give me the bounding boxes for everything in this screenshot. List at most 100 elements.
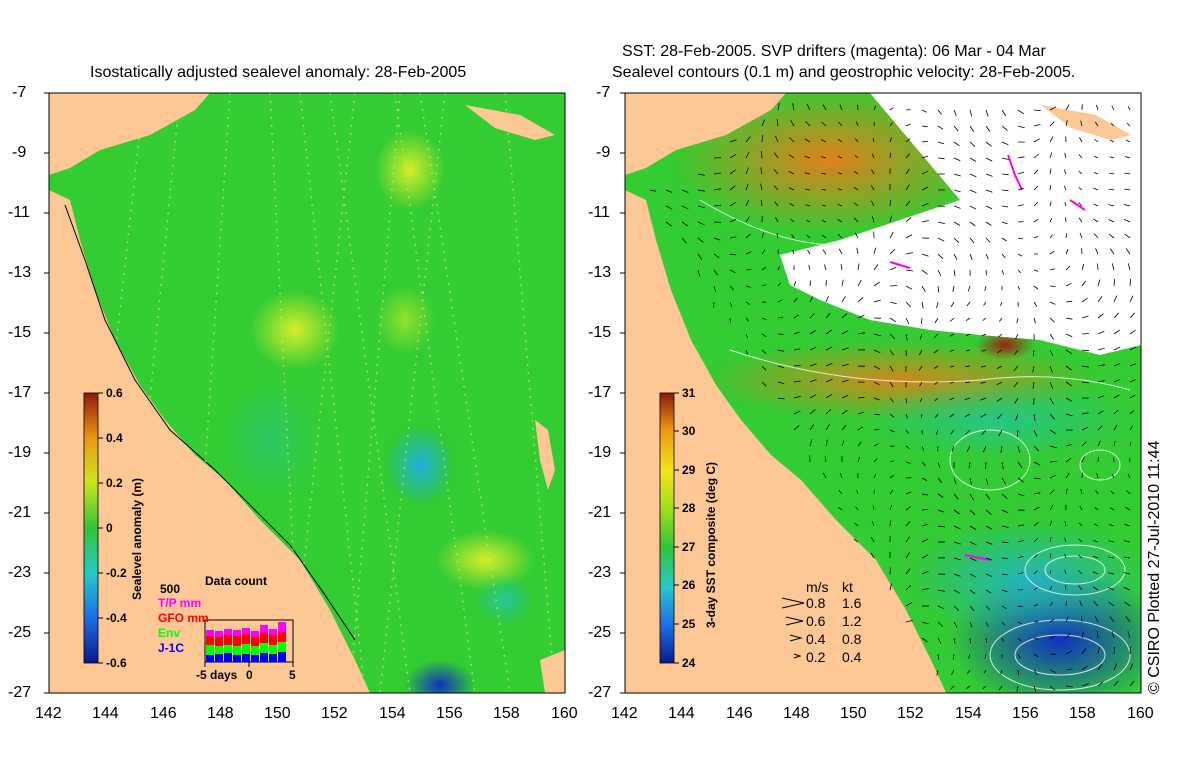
velocity-vector [889, 199, 891, 207]
velocity-vector [934, 397, 939, 402]
land-australia [49, 190, 370, 693]
velocity-vector [837, 233, 843, 239]
velocity-vector [921, 109, 927, 113]
velocity-vector [1065, 472, 1070, 479]
velocity-vector [953, 205, 961, 209]
velocity-vector [985, 589, 992, 594]
velocity-vector [806, 234, 811, 239]
velocity-vector [745, 301, 750, 305]
colorbar-tick: 0.2 [106, 476, 123, 490]
velocity-vector [905, 536, 910, 543]
velocity-vector [1065, 282, 1072, 287]
velocity-vector [1033, 413, 1036, 421]
lat-tick: -27 [8, 684, 32, 701]
velocity-vector [1033, 202, 1039, 207]
velocity-vector [857, 314, 865, 319]
velocity-vector [889, 301, 897, 305]
velocity-vector [889, 152, 892, 159]
velocity-vector [965, 349, 971, 352]
legend-tp: T/P mm [158, 596, 202, 610]
velocity-vector [1124, 172, 1131, 175]
velocity-vector [905, 491, 912, 495]
velocity-vector [1033, 269, 1039, 272]
velocity-vector [713, 253, 720, 259]
velocity-vector [1065, 365, 1072, 371]
velocity-vector [1064, 152, 1067, 159]
velocity-vector [1097, 425, 1103, 431]
velocity-vector [905, 200, 911, 207]
velocity-vector [889, 429, 895, 433]
velocity-vector [809, 409, 816, 415]
lon-tick: 148 [783, 705, 810, 722]
velocity-vector [905, 429, 909, 434]
velocity-vector [1109, 248, 1115, 255]
velocity-vector [1017, 621, 1022, 625]
velocity-vector [745, 285, 751, 288]
velocity-vector [788, 154, 795, 159]
velocity-vector [1065, 650, 1072, 655]
velocity-vector [933, 333, 939, 339]
lat-tick: -15 [588, 324, 612, 341]
velocity-vector [1065, 633, 1071, 639]
velocity-vector [1017, 285, 1021, 291]
velocity-vector [873, 458, 878, 463]
velocity-vector [969, 541, 977, 546]
data-count-title: Data count [205, 574, 268, 588]
velocity-vector [841, 363, 849, 367]
velocity-vector [937, 589, 945, 592]
velocity-vector [745, 183, 749, 191]
velocity-vector [775, 135, 779, 143]
velocity-vector [1064, 537, 1067, 543]
velocity-vector [1110, 122, 1115, 127]
velocity-vector [905, 285, 913, 290]
velocity-vector [969, 253, 973, 260]
lat-tick: -19 [588, 444, 612, 461]
velocity-vector [788, 187, 795, 191]
velocity-vector [806, 219, 811, 223]
velocity-vector [1000, 445, 1003, 453]
velocity-vector [969, 221, 976, 227]
velocity-vector [1049, 445, 1057, 449]
velocity-vector [1081, 648, 1087, 655]
velocity-vector [953, 605, 960, 611]
velocity-vector [937, 253, 944, 260]
velocity-vector [806, 103, 811, 111]
drifter-tracks [889, 154, 1086, 561]
velocity-vector [1033, 604, 1039, 607]
velocity-vector [793, 331, 800, 335]
velocity-vector [1078, 154, 1083, 159]
velocity-vector [1065, 217, 1067, 223]
velocity-vector [985, 493, 991, 500]
velocity-vector [985, 253, 989, 260]
velocity-vector [905, 217, 912, 223]
velocity-vector [889, 107, 894, 111]
velocity-vector [1097, 395, 1105, 399]
velocity-vector [1123, 219, 1131, 223]
velocity-vector [853, 217, 859, 223]
velocity-vector [889, 489, 894, 495]
velocity-vector [985, 141, 992, 147]
lon-tick: 146 [150, 705, 177, 722]
velocity-vector [809, 379, 817, 383]
velocity-vector [825, 329, 832, 335]
velocity-vector [1124, 156, 1131, 159]
velocity-vector [1033, 169, 1039, 175]
velocity-vector [1108, 233, 1115, 239]
velocity-vector [1049, 333, 1054, 340]
velocity-vector [905, 552, 910, 559]
velocity-vector [1065, 668, 1073, 671]
velocity-vector [729, 253, 737, 256]
velocity-vector [857, 263, 860, 271]
velocity-vector [1111, 631, 1115, 639]
velocity-vector [777, 316, 784, 319]
velocity-vector [937, 493, 944, 498]
velocity-vector [1049, 489, 1055, 495]
velocity-vector [857, 426, 864, 431]
velocity-vector [873, 264, 879, 271]
velocity-vector [873, 365, 880, 370]
land-australia [625, 190, 946, 693]
velocity-kt: 0.8 [842, 631, 862, 647]
velocity-vector [1081, 381, 1089, 384]
velocity-vector [729, 317, 731, 323]
velocity-vector [1127, 106, 1131, 111]
